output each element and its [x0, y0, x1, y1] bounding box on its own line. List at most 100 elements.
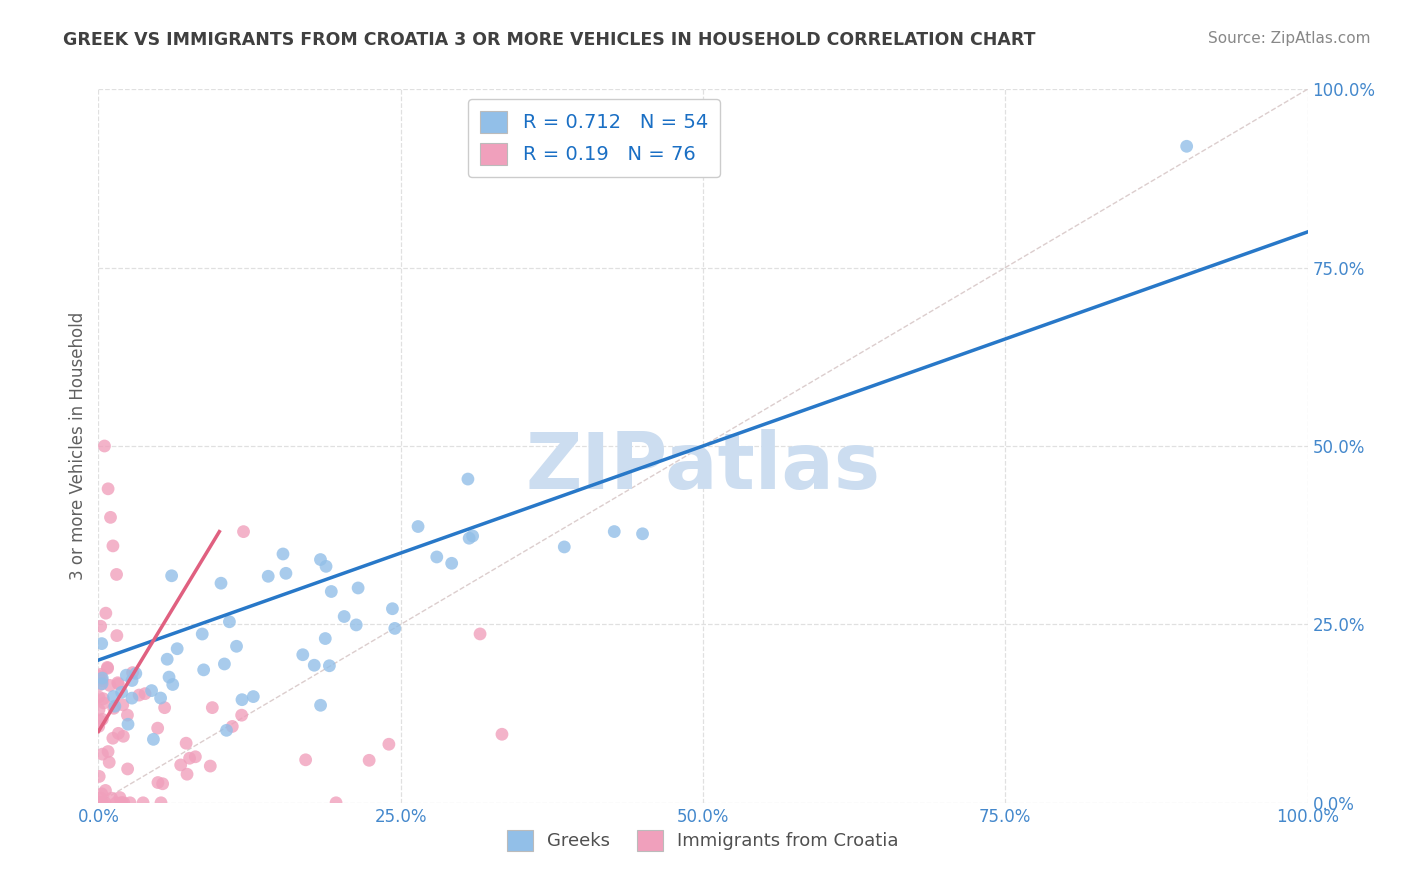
Point — [468, 627, 491, 641]
Point — [242, 690, 264, 704]
Point — [100, 791, 122, 805]
Point — [103, 701, 125, 715]
Point — [201, 700, 224, 714]
Point — [152, 777, 174, 791]
Point — [101, 539, 124, 553]
Point — [176, 767, 198, 781]
Point — [117, 762, 139, 776]
Point — [90, 790, 112, 805]
Point — [89, 796, 111, 810]
Point — [191, 627, 214, 641]
Point — [107, 726, 129, 740]
Point — [111, 698, 134, 712]
Point — [100, 510, 122, 524]
Point — [118, 796, 141, 810]
Point — [315, 559, 337, 574]
Point — [87, 796, 110, 810]
Point — [321, 584, 343, 599]
Point — [457, 472, 479, 486]
Point — [359, 753, 381, 767]
Point — [150, 796, 173, 810]
Point — [93, 696, 115, 710]
Point — [110, 796, 132, 810]
Text: ZIPatlas: ZIPatlas — [526, 429, 880, 506]
Point — [440, 557, 463, 571]
Point — [153, 700, 176, 714]
Point — [221, 719, 243, 733]
Point — [142, 732, 165, 747]
Point — [89, 714, 111, 728]
Point — [91, 677, 114, 691]
Point — [347, 581, 370, 595]
Point — [218, 615, 240, 629]
Point — [96, 660, 118, 674]
Point — [384, 621, 406, 635]
Point — [309, 698, 332, 713]
Point — [157, 670, 180, 684]
Point — [91, 747, 114, 761]
Text: Source: ZipAtlas.com: Source: ZipAtlas.com — [1208, 31, 1371, 46]
Point — [631, 526, 654, 541]
Point — [91, 796, 114, 810]
Point — [94, 606, 117, 620]
Point — [125, 666, 148, 681]
Point — [184, 749, 207, 764]
Point — [105, 567, 128, 582]
Point — [304, 658, 326, 673]
Point — [426, 549, 449, 564]
Point — [458, 531, 481, 545]
Point — [111, 796, 134, 810]
Point — [257, 569, 280, 583]
Point — [91, 712, 114, 726]
Point — [141, 683, 163, 698]
Point — [90, 637, 112, 651]
Point — [87, 669, 110, 683]
Point — [325, 796, 347, 810]
Point — [121, 691, 143, 706]
Point — [193, 663, 215, 677]
Point — [101, 731, 124, 746]
Point — [117, 717, 139, 731]
Point — [128, 688, 150, 702]
Point — [97, 661, 120, 675]
Point — [215, 723, 238, 738]
Point — [87, 796, 110, 810]
Point — [98, 756, 121, 770]
Point — [89, 796, 111, 810]
Point — [200, 759, 222, 773]
Point — [146, 721, 169, 735]
Point — [344, 618, 367, 632]
Point — [112, 729, 135, 743]
Point — [406, 519, 429, 533]
Point — [146, 775, 169, 789]
Point — [132, 796, 155, 810]
Point — [93, 439, 115, 453]
Point — [117, 708, 139, 723]
Point — [91, 691, 114, 706]
Point — [232, 524, 254, 539]
Point — [333, 609, 356, 624]
Point — [121, 665, 143, 680]
Point — [87, 690, 110, 704]
Point — [314, 632, 336, 646]
Point — [231, 708, 253, 723]
Legend: Greeks, Immigrants from Croatia: Greeks, Immigrants from Croatia — [501, 822, 905, 858]
Point — [90, 677, 112, 691]
Point — [94, 783, 117, 797]
Point — [378, 737, 401, 751]
Point — [121, 673, 143, 688]
Point — [87, 719, 110, 733]
Point — [174, 736, 197, 750]
Point — [108, 790, 131, 805]
Point — [97, 745, 120, 759]
Point — [179, 751, 201, 765]
Point — [318, 658, 340, 673]
Point — [105, 629, 128, 643]
Point — [309, 552, 332, 566]
Point — [89, 769, 111, 783]
Point — [103, 690, 125, 704]
Point — [225, 640, 247, 654]
Point — [110, 685, 132, 699]
Point — [98, 678, 121, 692]
Point — [87, 703, 110, 717]
